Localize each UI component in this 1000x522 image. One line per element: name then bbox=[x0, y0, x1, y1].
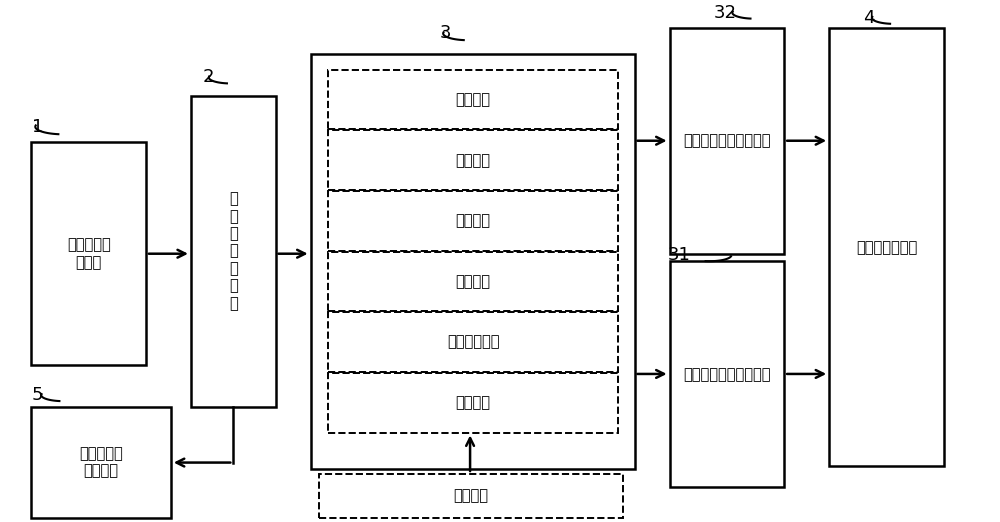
Text: 无
局
放
检
测
阻
抗: 无 局 放 检 测 阻 抗 bbox=[229, 192, 238, 311]
Text: 带电局放检测仪: 带电局放检测仪 bbox=[856, 240, 917, 255]
Text: 接触不良缺陷: 接触不良缺陷 bbox=[447, 335, 499, 350]
Text: 视在放电量
监测模块: 视在放电量 监测模块 bbox=[79, 446, 123, 479]
Bar bbox=[670, 262, 784, 487]
Text: 内置宽频特高频传感器: 内置宽频特高频传感器 bbox=[683, 366, 771, 382]
Text: 气隙缺陷: 气隙缺陷 bbox=[456, 213, 491, 228]
Text: 外界干扰: 外界干扰 bbox=[456, 395, 491, 410]
Text: 4: 4 bbox=[863, 9, 875, 27]
Text: 1: 1 bbox=[32, 118, 43, 136]
Text: 尖端缺陷: 尖端缺陷 bbox=[456, 92, 491, 107]
Text: 31: 31 bbox=[668, 246, 691, 264]
Text: 3: 3 bbox=[439, 25, 451, 42]
Text: 控制系统: 控制系统 bbox=[453, 489, 488, 504]
Bar bbox=[319, 474, 623, 518]
Bar bbox=[328, 70, 618, 129]
Bar bbox=[829, 28, 944, 466]
Text: 悬浮缺陷: 悬浮缺陷 bbox=[456, 152, 491, 168]
Text: 无局放升压
变压器: 无局放升压 变压器 bbox=[67, 238, 111, 270]
Bar bbox=[328, 130, 618, 190]
Bar bbox=[191, 96, 276, 407]
Bar bbox=[670, 28, 784, 254]
Bar bbox=[328, 252, 618, 311]
Text: 外置宽频特高频传感器: 外置宽频特高频传感器 bbox=[683, 134, 771, 148]
Text: 32: 32 bbox=[714, 4, 737, 22]
Text: 微粒缺陷: 微粒缺陷 bbox=[456, 274, 491, 289]
Bar bbox=[328, 312, 618, 372]
Text: 5: 5 bbox=[32, 386, 43, 404]
Bar bbox=[311, 54, 635, 469]
Bar bbox=[31, 407, 171, 518]
Bar bbox=[31, 143, 146, 365]
Bar bbox=[328, 373, 618, 433]
Bar bbox=[328, 191, 618, 251]
Text: 2: 2 bbox=[203, 68, 215, 87]
